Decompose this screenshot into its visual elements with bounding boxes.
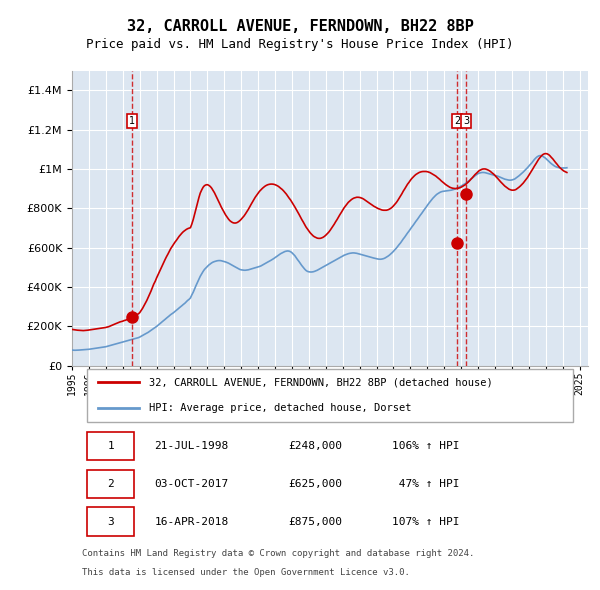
Text: 107% ↑ HPI: 107% ↑ HPI bbox=[392, 517, 460, 526]
Text: 32, CARROLL AVENUE, FERNDOWN, BH22 8BP: 32, CARROLL AVENUE, FERNDOWN, BH22 8BP bbox=[127, 19, 473, 34]
Text: £875,000: £875,000 bbox=[289, 517, 343, 526]
Text: 1: 1 bbox=[129, 116, 135, 126]
Text: Contains HM Land Registry data © Crown copyright and database right 2024.: Contains HM Land Registry data © Crown c… bbox=[82, 549, 475, 558]
Text: 47% ↑ HPI: 47% ↑ HPI bbox=[392, 479, 460, 489]
FancyBboxPatch shape bbox=[88, 507, 134, 536]
Text: This data is licensed under the Open Government Licence v3.0.: This data is licensed under the Open Gov… bbox=[82, 568, 410, 578]
Text: 2: 2 bbox=[107, 479, 114, 489]
Text: Price paid vs. HM Land Registry's House Price Index (HPI): Price paid vs. HM Land Registry's House … bbox=[86, 38, 514, 51]
FancyBboxPatch shape bbox=[88, 470, 134, 498]
Text: 3: 3 bbox=[463, 116, 469, 126]
Text: 32, CARROLL AVENUE, FERNDOWN, BH22 8BP (detached house): 32, CARROLL AVENUE, FERNDOWN, BH22 8BP (… bbox=[149, 378, 493, 387]
Text: 3: 3 bbox=[107, 517, 114, 526]
Text: 106% ↑ HPI: 106% ↑ HPI bbox=[392, 441, 460, 451]
Text: 03-OCT-2017: 03-OCT-2017 bbox=[155, 479, 229, 489]
FancyBboxPatch shape bbox=[88, 432, 134, 460]
Text: 1: 1 bbox=[107, 441, 114, 451]
Text: £248,000: £248,000 bbox=[289, 441, 343, 451]
Text: HPI: Average price, detached house, Dorset: HPI: Average price, detached house, Dors… bbox=[149, 404, 412, 413]
FancyBboxPatch shape bbox=[88, 369, 572, 422]
Text: 21-JUL-1998: 21-JUL-1998 bbox=[155, 441, 229, 451]
Text: £625,000: £625,000 bbox=[289, 479, 343, 489]
Text: 2: 2 bbox=[454, 116, 460, 126]
Text: 16-APR-2018: 16-APR-2018 bbox=[155, 517, 229, 526]
